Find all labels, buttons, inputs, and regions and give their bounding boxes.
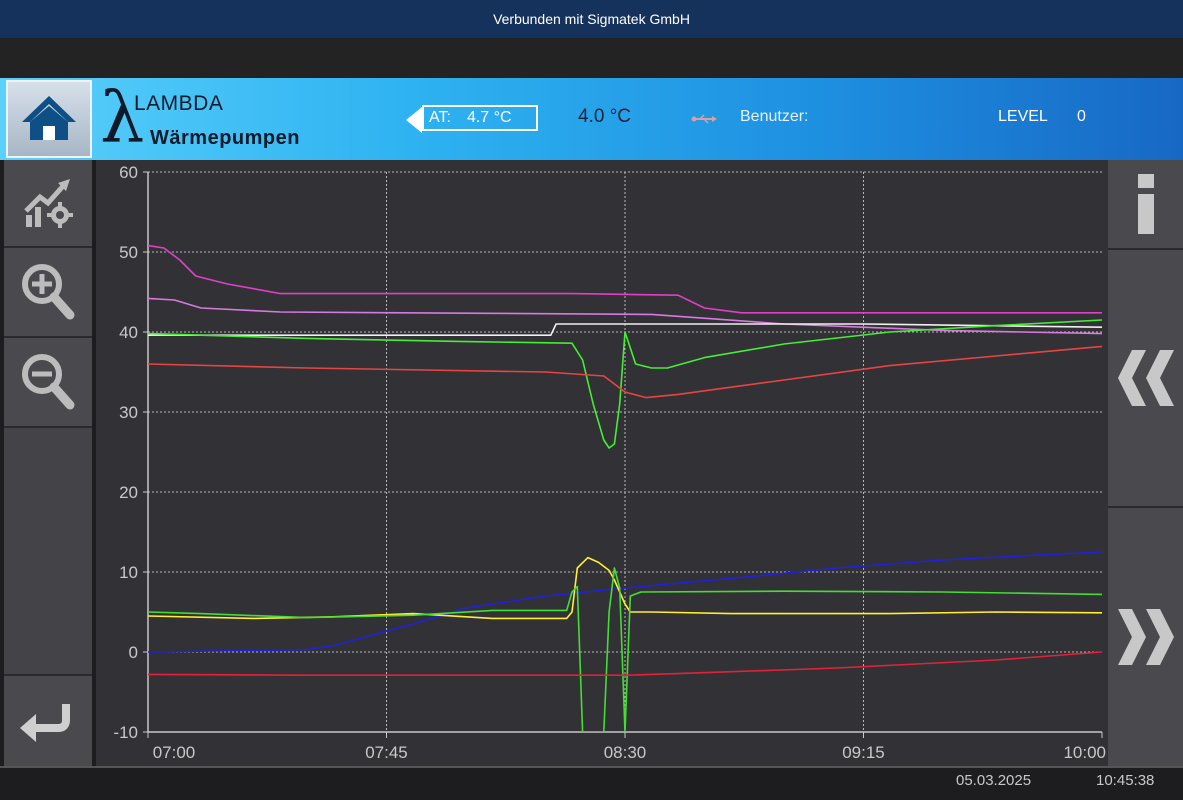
outdoor-temp-box[interactable]: AT: 4.7 °C xyxy=(422,105,538,131)
status-bar xyxy=(0,766,1183,800)
y-tick-label: 20 xyxy=(119,483,138,502)
y-tick-label: 50 xyxy=(119,243,138,262)
double-chevron-left-icon xyxy=(1117,350,1174,406)
zoom-in-button[interactable] xyxy=(4,248,92,338)
series-line-5 xyxy=(148,345,1103,399)
info-icon xyxy=(1137,174,1154,234)
at-label: AT: xyxy=(429,109,451,126)
series-line-9 xyxy=(148,651,1103,677)
temperature-value: 4.0 °C xyxy=(578,106,632,127)
connection-status-text: Verbunden mit Sigmatek GmbH xyxy=(493,11,690,27)
chart-settings-button[interactable] xyxy=(4,160,92,248)
home-icon xyxy=(22,96,76,140)
y-tick-label: 0 xyxy=(129,643,138,662)
double-chevron-right-icon xyxy=(1117,609,1174,665)
zoom-out-icon xyxy=(22,354,75,410)
series-line-6 xyxy=(148,551,1103,653)
chart-series xyxy=(148,244,1103,732)
x-tick-labels: 07:00 07:45 08:30 09:15 10:00 xyxy=(153,743,1106,762)
chart-settings-icon xyxy=(24,179,73,228)
back-button[interactable] xyxy=(4,676,92,766)
x-tick-label: 09:15 xyxy=(842,743,885,762)
toolbar-strip xyxy=(0,38,1183,78)
connection-status-bar: Verbunden mit Sigmatek GmbH xyxy=(0,0,1183,38)
usb-icon xyxy=(691,114,717,124)
level-value: 0 xyxy=(1077,108,1086,125)
left-sidebar xyxy=(4,160,92,766)
series-line-4 xyxy=(148,319,1103,449)
zoom-in-icon xyxy=(22,264,75,320)
x-tick-label: 08:30 xyxy=(604,743,647,762)
at-value: 4.7 °C xyxy=(466,109,512,126)
user-label: Benutzer: xyxy=(740,108,809,125)
info-button[interactable] xyxy=(1108,160,1183,250)
x-tick-label: 10:00 xyxy=(1063,743,1106,762)
series-line-3 xyxy=(148,323,1103,336)
series-line-2 xyxy=(148,297,1103,335)
logo-lambda-symbol: λ xyxy=(100,77,145,159)
status-time: 10:45:38 xyxy=(1096,772,1155,789)
series-line-7 xyxy=(148,556,1103,620)
x-tick-label: 07:45 xyxy=(365,743,408,762)
zoom-out-button[interactable] xyxy=(4,338,92,428)
series-line-8 xyxy=(148,567,1103,732)
at-arrow-icon xyxy=(406,107,422,133)
y-tick-label: 60 xyxy=(119,163,138,182)
trend-chart[interactable]: -10 0 10 20 30 40 50 60 07:00 07:45 08:30 09:15 10:… xyxy=(96,160,1108,766)
y-tick-label: -10 xyxy=(113,723,138,742)
scroll-left-button[interactable] xyxy=(1108,250,1183,508)
series-line-1 xyxy=(148,244,1102,314)
header xyxy=(0,78,1183,160)
y-tick-label: 30 xyxy=(119,403,138,422)
x-tick-label: 07:00 xyxy=(153,743,196,762)
level-label: LEVEL xyxy=(998,108,1048,125)
back-arrow-icon xyxy=(20,704,70,742)
right-sidebar xyxy=(1108,160,1183,766)
status-date: 05.03.2025 xyxy=(956,772,1032,789)
sidebar-spacer xyxy=(4,428,92,676)
chart-grid xyxy=(148,171,1102,732)
scroll-right-button[interactable] xyxy=(1108,508,1183,766)
y-tick-label: 10 xyxy=(119,563,138,582)
logo-name: LAMBDA xyxy=(134,92,224,115)
logo-subtitle: Wärmepumpen xyxy=(150,127,300,149)
y-tick-label: 40 xyxy=(119,323,138,342)
y-tick-labels: -10 0 10 20 30 40 50 60 xyxy=(113,163,138,742)
home-button[interactable] xyxy=(6,80,92,158)
